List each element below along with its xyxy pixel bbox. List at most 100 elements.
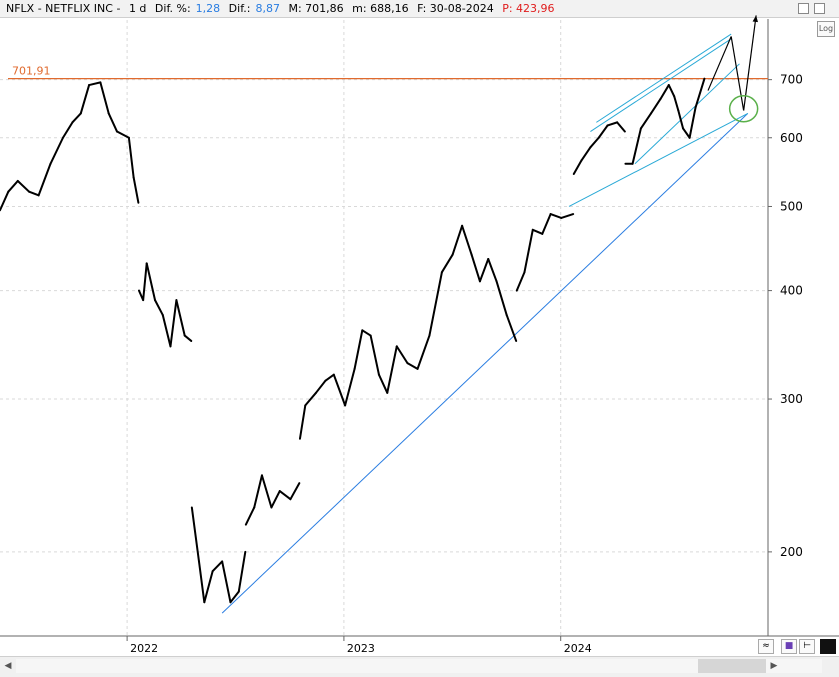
price-segment bbox=[428, 271, 443, 337]
price-segment bbox=[541, 213, 552, 235]
target-circle bbox=[728, 94, 759, 123]
projection-path bbox=[707, 15, 759, 123]
price-segment bbox=[203, 570, 214, 604]
grid bbox=[0, 20, 768, 636]
price-segment bbox=[16, 179, 31, 193]
price-segment bbox=[28, 190, 40, 197]
symbol-label: NFLX - NETFLIX INC - bbox=[6, 2, 121, 15]
chart-header: NFLX - NETFLIX INC - 1 d Dif. %: 1,28 Dif… bbox=[0, 0, 839, 18]
price-segment bbox=[49, 136, 64, 165]
price-segment bbox=[523, 228, 534, 274]
price-segment bbox=[107, 112, 119, 133]
trend-lines bbox=[221, 33, 749, 614]
y-tick-label: 300 bbox=[780, 392, 803, 406]
horizontal-scrollbar[interactable] bbox=[16, 659, 822, 673]
x-tick-label: 2024 bbox=[564, 642, 592, 655]
high-value: M: 701,86 bbox=[288, 2, 344, 15]
price-series bbox=[0, 77, 706, 604]
low-value: m: 688,16 bbox=[352, 2, 409, 15]
price-segment bbox=[145, 262, 157, 302]
trend-line bbox=[596, 33, 732, 123]
price-segment bbox=[406, 362, 419, 370]
price-segment bbox=[298, 404, 307, 440]
pin-icon[interactable]: ⊢ bbox=[799, 639, 815, 654]
header-window-button[interactable] bbox=[814, 3, 825, 14]
price-segment bbox=[597, 124, 609, 139]
price-segment bbox=[549, 213, 563, 219]
price-segment bbox=[361, 329, 372, 337]
price-value: P: 423,96 bbox=[502, 2, 555, 15]
price-segment bbox=[395, 345, 409, 365]
trend-line bbox=[568, 112, 749, 207]
price-segment bbox=[377, 373, 389, 394]
price-segment bbox=[253, 474, 263, 509]
scroll-right-arrow[interactable]: ▶ bbox=[770, 661, 778, 671]
price-segment bbox=[440, 253, 454, 274]
projection-segment bbox=[730, 36, 745, 111]
price-segment bbox=[688, 106, 697, 139]
price-segment bbox=[127, 136, 135, 179]
trend-line bbox=[221, 113, 749, 614]
price-segment bbox=[71, 112, 82, 124]
price-segment bbox=[589, 136, 600, 149]
log-scale-button[interactable]: Log bbox=[817, 21, 835, 37]
price-segment bbox=[505, 313, 518, 342]
price-segment bbox=[416, 334, 431, 370]
price-segment bbox=[175, 299, 186, 337]
price-segment bbox=[237, 550, 247, 593]
dif-label: Dif.: bbox=[228, 2, 251, 15]
x-tick-label: 2023 bbox=[347, 642, 375, 655]
price-segment bbox=[682, 127, 691, 139]
price-segment bbox=[386, 345, 398, 394]
header-window-button[interactable] bbox=[798, 3, 809, 14]
price-segment bbox=[278, 490, 292, 501]
price-segment bbox=[659, 84, 670, 100]
dif-pct-label: Dif. %: bbox=[154, 2, 191, 15]
price-segment bbox=[116, 130, 130, 139]
chart-type-icon[interactable]: ≈ bbox=[758, 639, 774, 654]
price-segment bbox=[495, 280, 508, 316]
price-segment bbox=[183, 334, 193, 342]
price-segment bbox=[289, 482, 301, 501]
price-segment bbox=[244, 506, 256, 526]
price-segment bbox=[221, 560, 232, 604]
price-segment bbox=[353, 329, 364, 370]
price-segment bbox=[531, 228, 544, 235]
price-segment bbox=[649, 97, 662, 115]
save-icon[interactable]: ■ bbox=[781, 639, 797, 654]
price-segment bbox=[169, 299, 178, 348]
price-segment bbox=[88, 81, 102, 87]
y-tick-label: 400 bbox=[780, 284, 803, 298]
y-tick-label: 700 bbox=[780, 73, 803, 87]
price-segment bbox=[451, 224, 464, 256]
price-segment bbox=[304, 391, 317, 407]
price-segment bbox=[631, 127, 642, 165]
price-segment bbox=[470, 253, 481, 283]
price-segment bbox=[190, 506, 200, 563]
price-segment bbox=[673, 95, 680, 112]
price-segment bbox=[132, 176, 140, 204]
trend-line bbox=[590, 38, 732, 132]
price-segment bbox=[270, 490, 281, 509]
y-tick-label: 500 bbox=[780, 199, 803, 213]
interval-label: 1 d bbox=[128, 2, 147, 15]
trend-line bbox=[634, 63, 740, 165]
price-segment bbox=[344, 367, 356, 407]
price-segment bbox=[79, 84, 91, 115]
scroll-left-arrow[interactable]: ◀ bbox=[4, 661, 12, 671]
price-chart: 200 300 400 500 600 700 2022 2023 2024 701,91 bbox=[0, 15, 839, 655]
price-segment bbox=[515, 271, 526, 292]
price-segment bbox=[694, 77, 706, 109]
price-segment bbox=[7, 179, 19, 193]
price-segment bbox=[332, 373, 347, 407]
price-segment bbox=[99, 81, 110, 115]
projection-segment bbox=[707, 36, 732, 91]
price-segment bbox=[667, 84, 676, 98]
price-segment bbox=[639, 112, 652, 130]
color-swatch-icon[interactable] bbox=[820, 639, 836, 654]
scrollbar-thumb[interactable] bbox=[698, 659, 766, 673]
price-segment bbox=[478, 257, 490, 283]
price-segment bbox=[211, 560, 224, 573]
dif-value: 8,87 bbox=[255, 2, 280, 15]
price-segment bbox=[229, 590, 240, 604]
